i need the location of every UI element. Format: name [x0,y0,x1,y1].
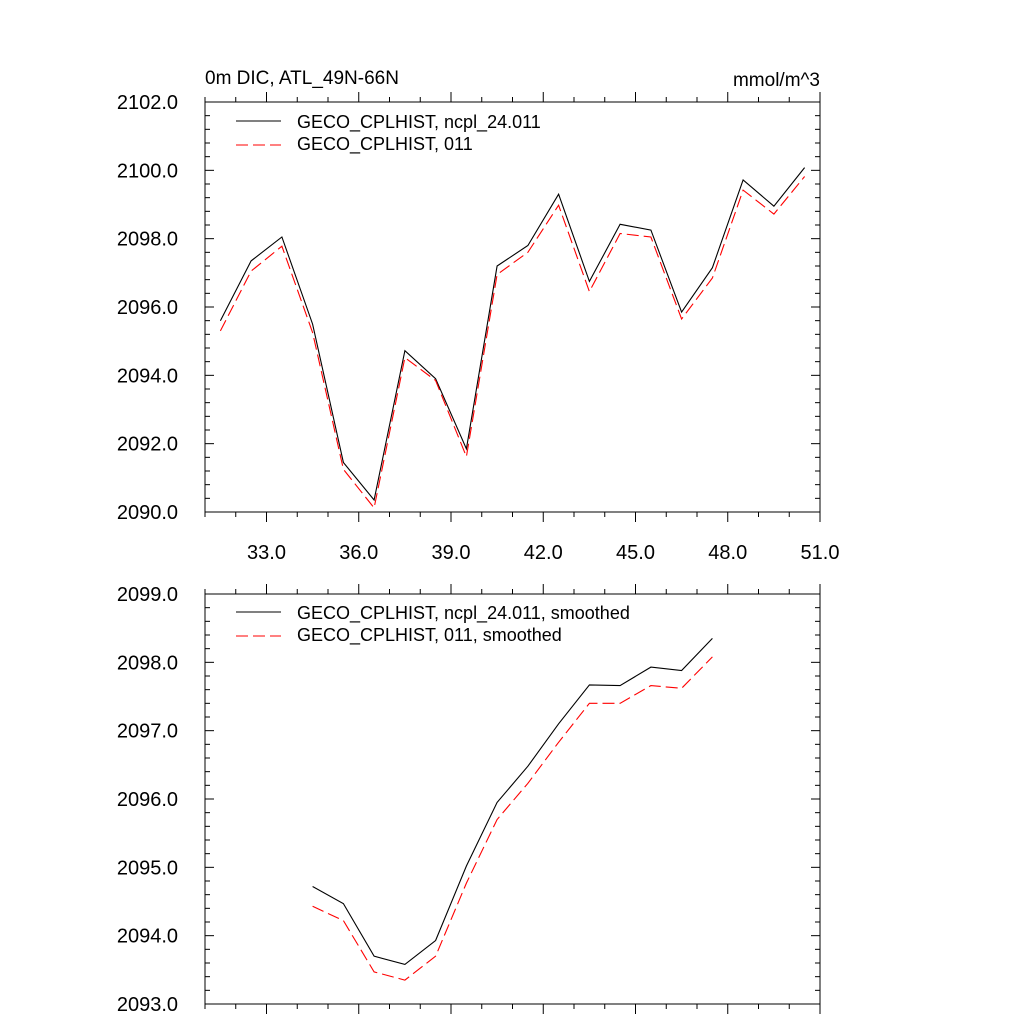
y-tick-label: 2092.0 [117,434,178,456]
y-tick-label: 2095.0 [117,857,178,879]
bottom-chart-series [312,638,713,981]
top-chart-frame [204,101,821,513]
y-tick-label: 2100.0 [117,160,178,182]
x-tick-label: 45.0 [616,542,655,564]
legend-label-series-1: GECO_CPLHIST, ncpl_24.011 [297,112,541,133]
y-tick-label: 2102.0 [117,92,178,114]
x-tick-label: 42.0 [524,542,563,564]
x-tick-label: 48.0 [708,542,747,564]
y-tick-label: 2096.0 [117,297,178,319]
bottom-chart-frame [204,593,821,1005]
y-tick-label: 2097.0 [117,721,178,743]
top-chart-series [219,167,806,510]
chart-title: 0m DIC, ATL_49N-66N [205,68,399,89]
top-chart-legend: GECO_CPLHIST, ncpl_24.011 GECO_CPLHIST, … [236,112,541,155]
y-tick-label: 2094.0 [117,365,178,387]
y-tick-label: 2096.0 [117,789,178,811]
bottom-chart-tick-labels: 2093.0 2094.0 2095.0 2096.0 2097.0 2098.0 2099… [117,584,178,1016]
legend-label-series-2: GECO_CPLHIST, 011 [297,134,473,155]
legend-label-series-1: GECO_CPLHIST, ncpl_24.011, smoothed [297,603,630,624]
bottom-chart-ticks [204,584,821,1014]
top-chart-tick-labels: 2090.0 2092.0 2094.0 2096.0 2098.0 2100.0 2102… [117,92,840,564]
series-line-2 [312,656,713,981]
x-tick-label: 51.0 [801,542,840,564]
series-line-1 [219,167,806,502]
bottom-line-chart: 2093.0 2094.0 2095.0 2096.0 2097.0 2098.0 2099… [117,584,821,1016]
y-tick-label: 2098.0 [117,652,178,674]
x-tick-label: 36.0 [339,542,378,564]
bottom-chart-legend: GECO_CPLHIST, ncpl_24.011, smoothed GECO… [236,603,630,646]
top-chart-ticks [204,92,821,522]
y-tick-label: 2093.0 [117,994,178,1016]
y-tick-label: 2090.0 [117,502,178,524]
units-label: mmol/m^3 [733,70,820,91]
top-line-chart: 0m DIC, ATL_49N-66N mmol/m^3 2090.0 2092.… [117,68,840,564]
series-line-2 [219,176,806,510]
x-tick-label: 33.0 [247,542,286,564]
x-tick-label: 39.0 [432,542,471,564]
y-tick-label: 2098.0 [117,229,178,251]
y-tick-label: 2099.0 [117,584,178,606]
series-line-1 [312,638,713,966]
y-tick-label: 2094.0 [117,926,178,948]
legend-label-series-2: GECO_CPLHIST, 011, smoothed [297,625,562,646]
